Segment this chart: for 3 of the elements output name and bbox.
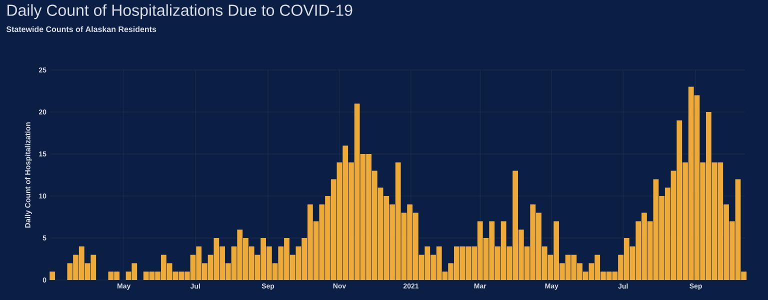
- bar: [50, 272, 56, 280]
- chart-subtitle: Statewide Counts of Alaskan Residents: [6, 26, 156, 32]
- chart-title: Daily Count of Hospitalizations Due to COVID-19: [8, 4, 352, 20]
